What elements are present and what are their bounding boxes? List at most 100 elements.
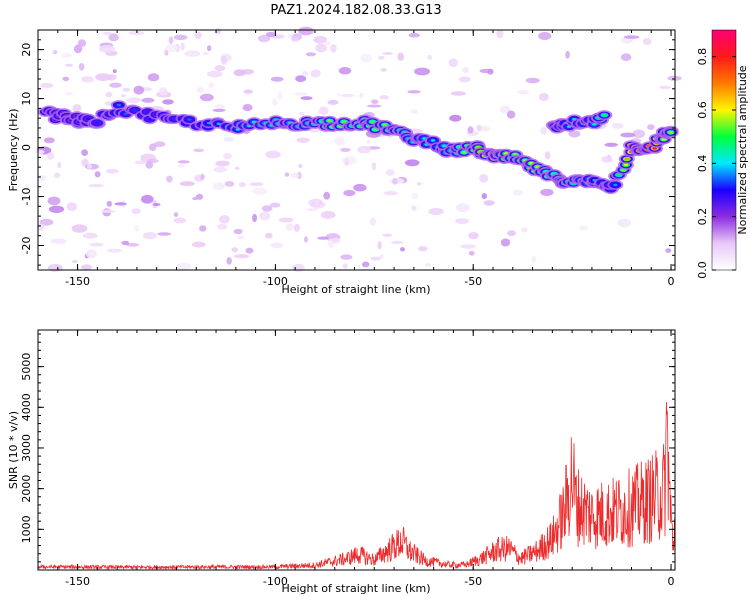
snr-y-tick-label: 3000 <box>20 434 33 462</box>
spectrogram-cell <box>82 232 98 239</box>
spectrogram-cell <box>334 137 346 146</box>
spectrogram-cell <box>270 242 284 249</box>
spectrogram-cell <box>507 230 516 237</box>
spectrogram-cell <box>62 76 70 81</box>
spectrogram-cell <box>302 70 308 76</box>
spectrogram-cell <box>141 97 155 103</box>
spectrogram-cell <box>342 263 348 269</box>
spectrogram-y-tick-label: 10 <box>20 92 33 106</box>
spectrogram-plot-area <box>38 30 675 270</box>
spectrogram-cell <box>411 193 419 200</box>
spectrogram-cell <box>392 178 398 185</box>
spectrogram-cell <box>331 237 341 244</box>
chart-title: PAZ1.2024.182.08.33.G13 <box>270 3 441 18</box>
spectrogram-cell <box>340 254 353 260</box>
spectrogram-cell <box>125 242 140 247</box>
spectrogram-cell <box>665 248 672 253</box>
spectrogram-cell <box>226 257 232 265</box>
spectrogram-cell <box>252 187 268 196</box>
spectrogram-cell <box>565 50 570 59</box>
spectrogram-cell <box>525 77 540 84</box>
spectrogram-cell <box>479 174 489 183</box>
spectrogram-cell <box>237 235 245 240</box>
spectrogram-y-tick-label: 20 <box>20 43 33 57</box>
spectrogram-cell <box>481 193 487 200</box>
snr-x-tick-label: -50 <box>464 575 482 588</box>
spectrogram-cell <box>89 242 104 247</box>
spectrogram-cell <box>34 149 45 155</box>
spectrogram-cell <box>461 151 467 154</box>
spectrogram-cell <box>54 172 60 178</box>
spectrogram-cell <box>496 29 504 39</box>
spectrogram-cell <box>448 58 458 68</box>
spectrogram-cell <box>148 143 157 151</box>
spectrogram-cell <box>455 203 470 213</box>
snr-ticks: -150 -100 -50 0 1000 2000 3000 4000 5000 <box>20 330 675 588</box>
spectrogram-cell <box>219 215 230 224</box>
colorbar-scale <box>711 29 737 271</box>
spectrogram-cell <box>47 196 61 206</box>
spectrogram-cell <box>632 129 646 139</box>
spectrogram-cell <box>430 139 436 142</box>
spectrogram-cell <box>285 223 294 231</box>
spectrogram-cell <box>425 262 432 267</box>
spectrogram-cell <box>408 32 421 38</box>
spectrogram-cell <box>323 191 331 200</box>
spectrogram-cell <box>483 200 495 206</box>
spectrogram-cell <box>184 50 201 57</box>
spectrogram-cell <box>85 249 97 259</box>
spectrogram-cell <box>162 99 174 105</box>
spectrogram-cell <box>428 207 444 216</box>
spectrogram-cell <box>298 164 303 168</box>
spectrogram-cell <box>39 218 54 226</box>
spectrogram-cell <box>108 33 119 42</box>
spectrogram-cell <box>122 87 131 92</box>
spectrogram-cell <box>212 182 225 191</box>
colorbar-tick-label: 0.8 <box>696 48 709 66</box>
spectrogram-cell <box>540 126 547 135</box>
spectrogram-cell <box>214 65 226 72</box>
spectrogram-cell <box>317 236 329 240</box>
spectrogram-cell <box>81 149 88 157</box>
spectrogram-cell <box>133 85 145 95</box>
spectrogram-cell <box>506 110 516 119</box>
spectrogram-cell <box>105 91 113 98</box>
spectrogram-cell <box>538 32 552 40</box>
spectrogram-cell <box>147 73 160 82</box>
spectrogram-cell <box>357 145 372 154</box>
spectrogram-cell <box>290 173 300 178</box>
spectrogram-cell <box>391 240 404 244</box>
spectrogram-cell <box>460 244 477 249</box>
spectrogram-cell <box>242 104 253 112</box>
spectrogram-cell <box>234 254 250 259</box>
spectrogram-cell <box>192 196 198 201</box>
snr-x-tick-label: -150 <box>65 575 90 588</box>
spectrogram-cell <box>261 205 273 212</box>
spectrogram-cell <box>102 31 113 36</box>
spectrogram-cell <box>342 156 357 165</box>
spectrogram-cell <box>187 118 192 121</box>
spectrogram-cell <box>215 160 230 167</box>
spectrogram-cell <box>411 205 417 211</box>
spectrogram-cell <box>341 120 347 123</box>
spectrogram-cell <box>106 248 123 253</box>
spectrogram-cell <box>145 161 154 169</box>
spectrogram-cell <box>132 109 138 112</box>
colorbar-title: Normalized spectral amplitude <box>736 65 749 234</box>
spectrogram-cell <box>99 44 115 54</box>
spectrogram-cell <box>366 139 371 144</box>
spectrogram-cell <box>458 76 471 83</box>
spectrogram-cell <box>303 236 309 243</box>
spectrogram-cell <box>604 142 618 147</box>
spectrogram-cell <box>371 99 379 104</box>
spectrogram-cell <box>126 97 142 104</box>
spectrogram-cell <box>385 169 395 176</box>
spectrogram-cell <box>217 223 228 230</box>
spectrogram-cell <box>57 161 62 169</box>
spectrogram-cell <box>383 191 398 196</box>
spectrogram-cell <box>467 126 474 134</box>
spectrogram-cell <box>382 123 388 127</box>
spectrogram-cell <box>220 55 227 65</box>
